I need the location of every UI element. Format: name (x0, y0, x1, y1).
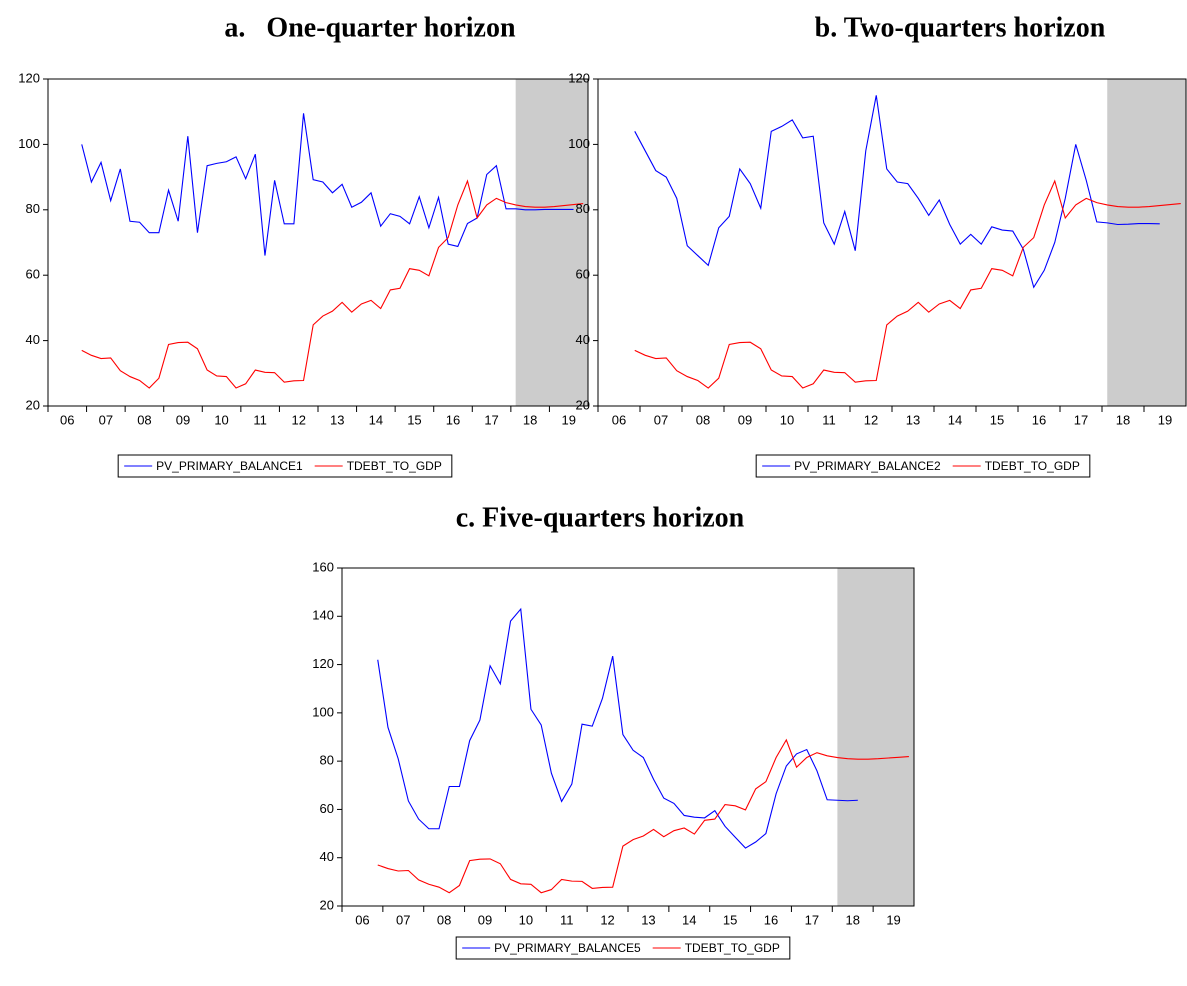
y-tick-label: 20 (26, 397, 40, 412)
legend-label: TDEBT_TO_GDP (985, 459, 1080, 473)
x-tick-label: 18 (1116, 412, 1130, 427)
y-tick-label: 60 (26, 267, 40, 282)
y-tick-label: 100 (18, 136, 40, 151)
y-tick-label: 60 (320, 801, 334, 816)
x-tick-label: 18 (523, 412, 537, 427)
x-tick-label: 12 (600, 912, 614, 927)
series-line (81, 179, 584, 389)
x-tick-label: 19 (886, 912, 900, 927)
x-tick-label: 17 (805, 912, 819, 927)
x-tick-label: 16 (446, 412, 460, 427)
x-tick-label: 17 (1074, 412, 1088, 427)
shaded-region (1107, 79, 1186, 406)
x-tick-label: 12 (291, 412, 305, 427)
x-tick-label: 08 (437, 912, 451, 927)
y-tick-label: 140 (312, 608, 334, 623)
legend-box (455, 936, 791, 960)
y-tick-label: 80 (26, 201, 40, 216)
x-tick-label: 13 (641, 912, 655, 927)
x-tick-label: 07 (396, 912, 410, 927)
plot-frame (47, 78, 589, 407)
y-tick-label: 40 (26, 332, 40, 347)
x-tick-label: 06 (60, 412, 74, 427)
y-tick-label: 160 (312, 559, 334, 574)
plot-frame (341, 567, 915, 907)
legend-label: PV_PRIMARY_BALANCE5 (494, 941, 641, 955)
series-line (634, 179, 1181, 389)
x-tick-label: 14 (369, 412, 383, 427)
legend-box (755, 454, 1091, 478)
x-tick-label: 16 (1032, 412, 1046, 427)
x-tick-label: 19 (1158, 412, 1172, 427)
y-tick-label: 20 (576, 397, 590, 412)
x-tick-label: 10 (214, 412, 228, 427)
legend-label: PV_PRIMARY_BALANCE1 (156, 459, 303, 473)
legend-label: TDEBT_TO_GDP (685, 941, 780, 955)
y-tick-label: 80 (320, 753, 334, 768)
chart-title: b. Two-quarters horizon (815, 12, 1106, 43)
y-tick-label: 20 (320, 897, 334, 912)
x-tick-label: 14 (948, 412, 962, 427)
x-tick-label: 15 (723, 912, 737, 927)
x-tick-label: 17 (484, 412, 498, 427)
x-tick-label: 09 (738, 412, 752, 427)
x-tick-label: 06 (355, 912, 369, 927)
x-tick-label: 08 (696, 412, 710, 427)
x-tick-label: 19 (561, 412, 575, 427)
x-tick-label: 14 (682, 912, 696, 927)
y-tick-label: 60 (576, 267, 590, 282)
x-tick-label: 06 (612, 412, 626, 427)
chart-title: a. One-quarter horizon (224, 12, 516, 43)
shaded-region (515, 79, 588, 406)
x-tick-label: 12 (864, 412, 878, 427)
x-tick-label: 16 (764, 912, 778, 927)
chart-title: c. Five-quarters horizon (456, 502, 745, 533)
legend-box (117, 454, 453, 478)
series-line (81, 113, 574, 256)
x-tick-label: 07 (654, 412, 668, 427)
x-tick-label: 13 (330, 412, 344, 427)
y-tick-label: 120 (18, 70, 40, 85)
x-tick-label: 13 (906, 412, 920, 427)
series-line (377, 738, 909, 894)
x-tick-label: 15 (407, 412, 421, 427)
y-tick-label: 100 (312, 704, 334, 719)
legend-label: TDEBT_TO_GDP (347, 459, 442, 473)
legend-label: PV_PRIMARY_BALANCE2 (794, 459, 941, 473)
x-tick-label: 10 (519, 912, 533, 927)
x-tick-label: 07 (99, 412, 113, 427)
x-tick-label: 11 (560, 912, 574, 927)
x-tick-label: 11 (822, 412, 836, 427)
shaded-region (837, 568, 914, 906)
x-tick-label: 15 (990, 412, 1004, 427)
series-line (377, 607, 858, 849)
y-tick-label: 80 (576, 201, 590, 216)
x-tick-label: 18 (845, 912, 859, 927)
y-tick-label: 40 (320, 849, 334, 864)
series-line (634, 95, 1160, 289)
y-tick-label: 100 (568, 136, 590, 151)
x-tick-label: 10 (780, 412, 794, 427)
x-tick-label: 11 (253, 412, 267, 427)
x-tick-label: 09 (176, 412, 190, 427)
x-tick-label: 08 (137, 412, 151, 427)
y-tick-label: 120 (312, 656, 334, 671)
y-tick-label: 40 (576, 332, 590, 347)
x-tick-label: 09 (478, 912, 492, 927)
y-tick-label: 120 (568, 70, 590, 85)
